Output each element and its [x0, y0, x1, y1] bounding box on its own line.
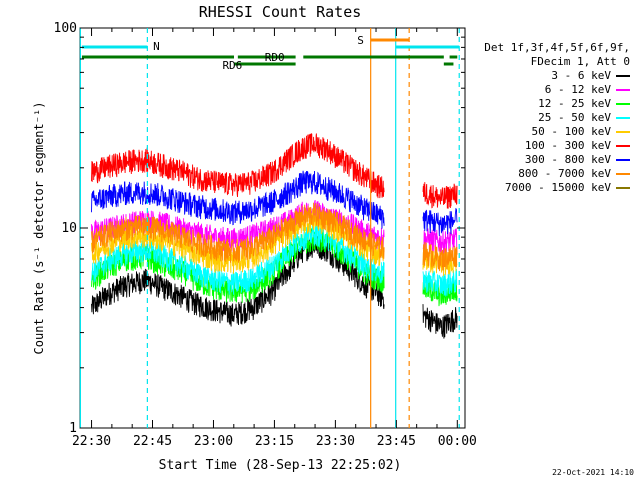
footer-date: 22-Oct-2021 14:10 [552, 468, 634, 477]
legend-item: 50 - 100 keV [532, 125, 630, 138]
x-tick-label: 23:45 [377, 434, 416, 449]
x-tick-label: 23:00 [194, 434, 233, 449]
chart-title: RHESSI Count Rates [199, 3, 362, 21]
legend-item-label: 100 - 300 keV [524, 139, 611, 152]
legend-item-label: 12 - 25 keV [538, 97, 611, 110]
flag-label-rd0: RD0 [265, 51, 285, 64]
legend-item-label: 800 - 7000 keV [518, 167, 611, 180]
legend-header-line: FDecim 1, Att 0 [530, 55, 630, 68]
y-axis-label: Count Rate (s⁻¹ detector segment⁻¹) [32, 102, 46, 355]
x-tick-label: 22:30 [72, 434, 111, 449]
legend-item: 100 - 300 keV [525, 139, 630, 152]
legend-item-label: 50 - 100 keV [531, 125, 611, 138]
legend-item: 3 - 6 keV [551, 69, 630, 82]
legend-swatch [616, 173, 630, 175]
legend-item-label: 25 - 50 keV [538, 111, 611, 124]
legend-header-line: Det 1f,3f,4f,5f,6f,9f, [484, 41, 630, 54]
legend-item-label: 6 - 12 keV [544, 83, 611, 96]
legend-swatch [616, 187, 630, 189]
legend-swatch [616, 159, 630, 161]
legend-item-label: 300 - 800 keV [524, 153, 611, 166]
flag-label-s: S [357, 34, 364, 47]
x-tick-label: 23:30 [316, 434, 355, 449]
x-tick-label: 00:00 [438, 434, 477, 449]
legend-swatch [616, 117, 630, 119]
legend-item: 800 - 7000 keV [518, 167, 630, 180]
legend-item-label: 7000 - 15000 keV [505, 181, 611, 194]
legend-item: 6 - 12 keV [545, 83, 630, 96]
legend-swatch [616, 89, 630, 91]
x-axis-label: Start Time (28-Sep-13 22:25:02) [159, 458, 402, 473]
series-line-25-50-kev [91, 222, 458, 297]
legend-swatch [616, 103, 630, 105]
legend-swatch [616, 145, 630, 147]
series-line-3-6-kev [91, 235, 458, 339]
data-series-group [91, 133, 458, 339]
legend-item: 7000 - 15000 keV [505, 181, 630, 194]
flag-label-n: N [153, 40, 160, 53]
y-tick-label: 1 [69, 421, 77, 436]
x-tick-label: 22:45 [133, 434, 172, 449]
legend-swatch [616, 131, 630, 133]
series-line-100-300-kev [91, 133, 458, 209]
x-tick-label: 23:15 [255, 434, 294, 449]
series-line-800-7000-kev [91, 202, 458, 272]
legend-item: 12 - 25 keV [538, 97, 630, 110]
y-tick-label: 100 [54, 21, 77, 36]
legend-swatch [616, 75, 630, 77]
y-tick-label: 10 [61, 221, 77, 236]
legend-item: 300 - 800 keV [525, 153, 630, 166]
axis-ticks-group: 1 10 100 22:30 22:45 23:00 23:15 23:30 23:45 00:0… [54, 21, 477, 449]
series-line-300-800-kev [91, 170, 458, 236]
legend-item: 25 - 50 keV [538, 111, 630, 124]
legend-item-label: 3 - 6 keV [551, 69, 611, 82]
flag-label-rd6: RD6 [222, 59, 242, 72]
